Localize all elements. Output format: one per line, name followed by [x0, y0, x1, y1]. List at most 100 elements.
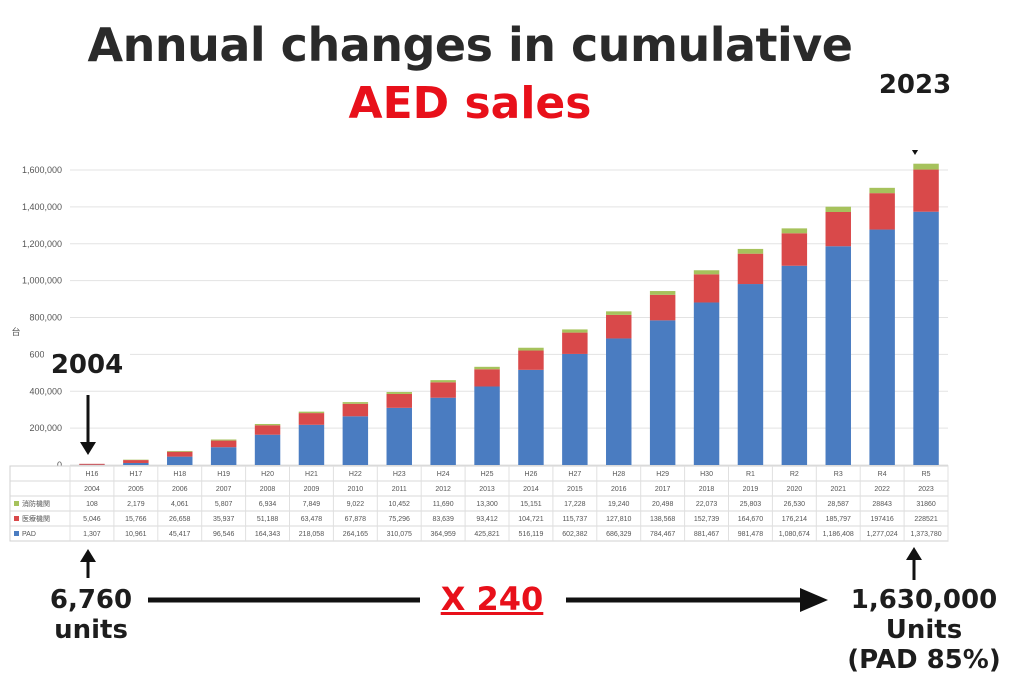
- bar-PAD-2009: [298, 424, 325, 465]
- x-tick-era-label: H19: [217, 471, 230, 478]
- table-cell: 11,690: [433, 501, 454, 508]
- bar-PAD-2013: [474, 386, 500, 465]
- bar-PAD-2018: [693, 302, 720, 465]
- bar-PAD-2017: [649, 320, 676, 465]
- bar-PAD-2008: [254, 434, 281, 465]
- bar-医療機関-2019: [737, 253, 764, 285]
- y-tick-label: 1,600,000: [22, 165, 62, 175]
- x-tick-era-label: R1: [746, 471, 755, 478]
- bar-医療機関-2010: [342, 403, 369, 417]
- end-value-line3: (PAD 85%): [834, 645, 1014, 675]
- table-cell: 10,961: [125, 531, 147, 538]
- table-cell: 310,075: [387, 531, 412, 538]
- y-tick-label: 1,000,000: [22, 276, 62, 286]
- table-cell: 93,412: [476, 516, 498, 523]
- table-cell: 138,568: [650, 516, 675, 523]
- x-tick-year-label: 2022: [874, 486, 890, 493]
- x-tick-era-label: H30: [700, 471, 713, 478]
- bar-消防機関-2018: [693, 270, 720, 275]
- bar-医療機関-2017: [649, 294, 676, 321]
- x-tick-year-label: 2017: [655, 486, 671, 493]
- bar-医療機関-2022: [869, 193, 895, 230]
- x-tick-year-label: 2019: [743, 486, 759, 493]
- bar-消防機関-2007: [210, 439, 237, 441]
- table-cell: 75,296: [389, 516, 411, 523]
- bar-医療機関-2009: [298, 413, 325, 425]
- bar-医療機関-2021: [825, 211, 851, 247]
- end-year-label: 2023: [872, 70, 958, 100]
- table-cell: 26,658: [169, 516, 191, 523]
- y-axis-label: 台: [11, 326, 20, 337]
- x-tick-year-label: 2013: [479, 486, 495, 493]
- x-tick-era-label: R5: [922, 471, 931, 478]
- start-value-line1: 6,760: [36, 585, 146, 615]
- table-cell: 602,382: [562, 531, 587, 538]
- bar-消防機関-2022: [869, 187, 895, 194]
- table-cell: 51,188: [257, 516, 279, 523]
- table-cell: 1,373,780: [910, 531, 941, 538]
- table-cell: 686,329: [606, 531, 631, 538]
- bar-PAD-2022: [869, 229, 895, 465]
- bar-医療機関-2006: [167, 451, 193, 457]
- bar-PAD-2023: [913, 211, 939, 465]
- x-tick-year-label: 2016: [611, 486, 627, 493]
- bar-医療機関-2012: [430, 382, 456, 398]
- x-tick-year-label: 2014: [523, 486, 539, 493]
- bar-医療機関-2020: [781, 233, 808, 266]
- bar-消防機関-2013: [474, 366, 500, 370]
- table-cell: 981,478: [738, 531, 763, 538]
- y-tick-label: 0: [57, 460, 62, 470]
- end-value-line1: 1,630,000: [834, 585, 1014, 615]
- table-cell: 164,343: [255, 531, 280, 538]
- bar-消防機関-2009: [298, 411, 325, 414]
- table-cell: 28843: [872, 501, 892, 508]
- x-tick-era-label: H23: [393, 471, 406, 478]
- y-tick-label: 200,000: [29, 423, 62, 433]
- table-cell: 63,478: [301, 516, 323, 523]
- bar-PAD-2020: [781, 265, 808, 465]
- bar-PAD-2016: [606, 338, 632, 465]
- table-cell: 108: [86, 501, 98, 508]
- table-cell: 19,240: [608, 501, 630, 508]
- end-value-line2: Units: [834, 615, 1014, 645]
- bar-医療機関-2011: [386, 393, 412, 408]
- table-cell: 228521: [914, 516, 937, 523]
- table-cell: 115,737: [562, 516, 587, 523]
- bar-PAD-2007: [210, 447, 237, 465]
- table-cell: 881,467: [694, 531, 719, 538]
- table-cell: 1,277,024: [867, 531, 898, 538]
- bar-PAD-2019: [737, 284, 764, 465]
- x-tick-era-label: H24: [437, 471, 450, 478]
- x-tick-era-label: H16: [86, 471, 99, 478]
- bar-PAD-2011: [386, 407, 412, 465]
- table-cell: 197416: [870, 516, 893, 523]
- x-tick-era-label: H18: [173, 471, 186, 478]
- table-cell: 516,119: [519, 531, 544, 538]
- x-tick-year-label: 2011: [392, 486, 407, 493]
- legend-label: 消防機関: [22, 499, 50, 508]
- bar-PAD-2006: [167, 456, 193, 465]
- table-cell: 176,214: [782, 516, 807, 523]
- table-cell: 9,022: [347, 501, 365, 508]
- table-cell: 5,807: [215, 501, 233, 508]
- bar-消防機関-2012: [430, 380, 456, 383]
- table-cell: 22,073: [696, 501, 718, 508]
- bar-医療機関-2007: [210, 440, 237, 448]
- y-tick-label: 800,000: [29, 313, 62, 323]
- table-cell: 67,878: [345, 516, 367, 523]
- bar-PAD-2005: [123, 462, 149, 465]
- bar-消防機関-2008: [254, 423, 281, 426]
- table-cell: 35,937: [213, 516, 235, 523]
- table-cell: 425,821: [474, 531, 499, 538]
- table-cell: 15,151: [520, 501, 542, 508]
- y-tick-label: 400,000: [29, 386, 62, 396]
- table-cell: 1,080,674: [779, 531, 810, 538]
- x-tick-year-label: 2021: [830, 486, 846, 493]
- legend-swatch: [14, 516, 19, 521]
- x-tick-era-label: H26: [525, 471, 538, 478]
- table-cell: 28,587: [828, 501, 850, 508]
- bar-PAD-2014: [518, 369, 544, 465]
- table-cell: 96,546: [213, 531, 235, 538]
- x-tick-year-label: 2004: [84, 486, 100, 493]
- bar-医療機関-2014: [518, 350, 544, 370]
